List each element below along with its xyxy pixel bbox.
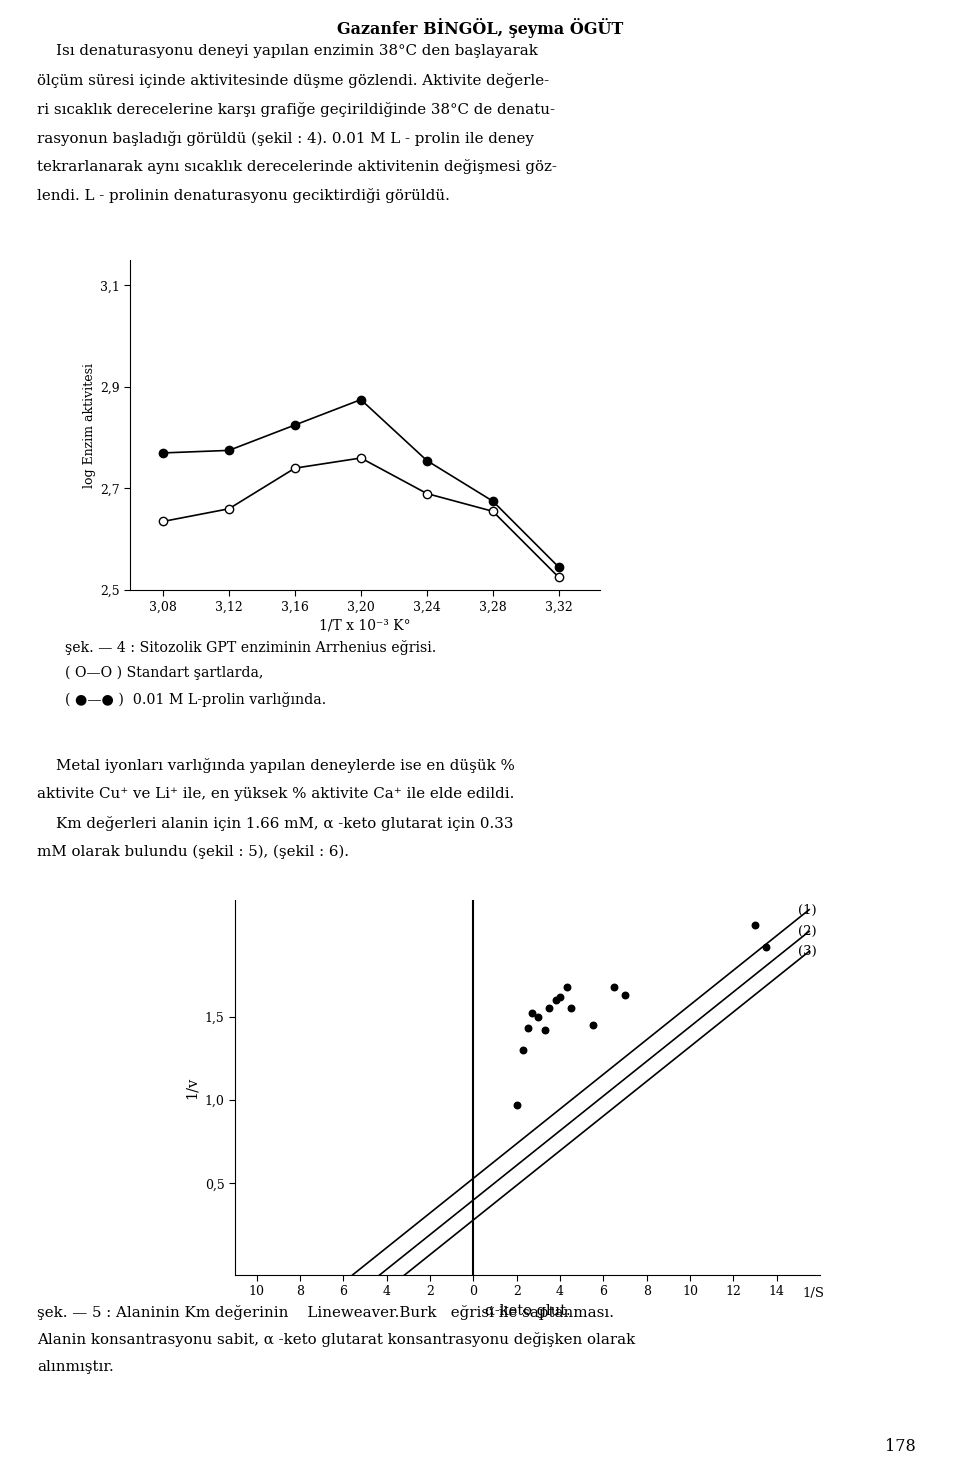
Text: rasyonun başladığı görüldü (şekil : 4). 0.01 M L - prolin ile deney: rasyonun başladığı görüldü (şekil : 4). … <box>37 130 534 145</box>
X-axis label: 1/T x 10⁻³ K°: 1/T x 10⁻³ K° <box>319 620 411 633</box>
Point <box>548 988 564 1012</box>
Text: Isı denaturasyonu deneyi yapılan enzimin 38°C den başlayarak: Isı denaturasyonu deneyi yapılan enzimin… <box>37 44 538 58</box>
Point <box>747 913 762 936</box>
Point <box>585 1013 600 1037</box>
Text: (3): (3) <box>799 945 817 958</box>
Text: (2): (2) <box>799 926 817 938</box>
Text: ( ●—● )  0.01 M L-prolin varlığında.: ( ●—● ) 0.01 M L-prolin varlığında. <box>65 692 326 707</box>
Text: Alanin konsantrasyonu sabit, α -keto glutarat konsantrasyonu değişken olarak: Alanin konsantrasyonu sabit, α -keto glu… <box>37 1333 636 1347</box>
Point <box>564 997 579 1021</box>
Text: tekrarlanarak aynı sıcaklık derecelerinde aktivitenin değişmesi göz-: tekrarlanarak aynı sıcaklık derecelerind… <box>37 160 557 175</box>
Point <box>607 975 622 998</box>
Point <box>524 1001 540 1025</box>
Point <box>538 1018 553 1041</box>
Y-axis label: 1/v: 1/v <box>185 1077 199 1099</box>
Point <box>541 997 557 1021</box>
Text: lendi. L - prolinin denaturasyonu geciktirdiği görüldü.: lendi. L - prolinin denaturasyonu gecikt… <box>37 188 450 203</box>
Text: Metal iyonları varlığında yapılan deneylerde ise en düşük %: Metal iyonları varlığında yapılan deneyl… <box>37 759 515 774</box>
Text: ölçüm süresi içinde aktivitesinde düşme gözlendi. Aktivite değerle-: ölçüm süresi içinde aktivitesinde düşme … <box>37 72 549 87</box>
Point <box>617 984 633 1007</box>
Point <box>758 935 774 958</box>
Text: ri sıcaklık derecelerine karşı grafiğe geçirildiğinde 38°C de denatu-: ri sıcaklık derecelerine karşı grafiğe g… <box>37 102 555 117</box>
Point <box>509 1093 524 1117</box>
Point <box>552 985 567 1009</box>
Y-axis label: log Enzim aktivitesi: log Enzim aktivitesi <box>83 362 96 488</box>
Text: mM olarak bulundu (şekil : 5), (şekil : 6).: mM olarak bulundu (şekil : 5), (şekil : … <box>37 845 349 859</box>
Text: şek. — 5 : Alaninin Km değerinin    Lineweaver.Burk   eğrisi ile saptanması.: şek. — 5 : Alaninin Km değerinin Linewea… <box>37 1304 614 1319</box>
Point <box>519 1016 535 1040</box>
Text: ( O—O ) Standart şartlarda,: ( O—O ) Standart şartlarda, <box>65 666 263 680</box>
X-axis label: α-keto glut.: α-keto glut. <box>485 1304 570 1318</box>
Text: Km değerleri alanin için 1.66 mM, α -keto glutarat için 0.33: Km değerleri alanin için 1.66 mM, α -ket… <box>37 816 514 831</box>
Text: Gazanfer BİNGÖL, şeyma ÖGÜT: Gazanfer BİNGÖL, şeyma ÖGÜT <box>337 18 623 38</box>
Point <box>531 1004 546 1028</box>
Text: 178: 178 <box>884 1438 916 1455</box>
Text: aktivite Cu⁺ ve Li⁺ ile, en yüksek % aktivite Ca⁺ ile elde edildi.: aktivite Cu⁺ ve Li⁺ ile, en yüksek % akt… <box>37 787 515 800</box>
Point <box>559 975 574 998</box>
Text: şek. — 4 : Sitozolik GPT enziminin Arrhenius eğrisi.: şek. — 4 : Sitozolik GPT enziminin Arrhe… <box>65 640 437 655</box>
Text: (1): (1) <box>799 904 817 917</box>
Text: alınmıştır.: alınmıştır. <box>37 1359 113 1374</box>
Text: 1/S: 1/S <box>803 1287 825 1300</box>
Point <box>516 1038 531 1062</box>
